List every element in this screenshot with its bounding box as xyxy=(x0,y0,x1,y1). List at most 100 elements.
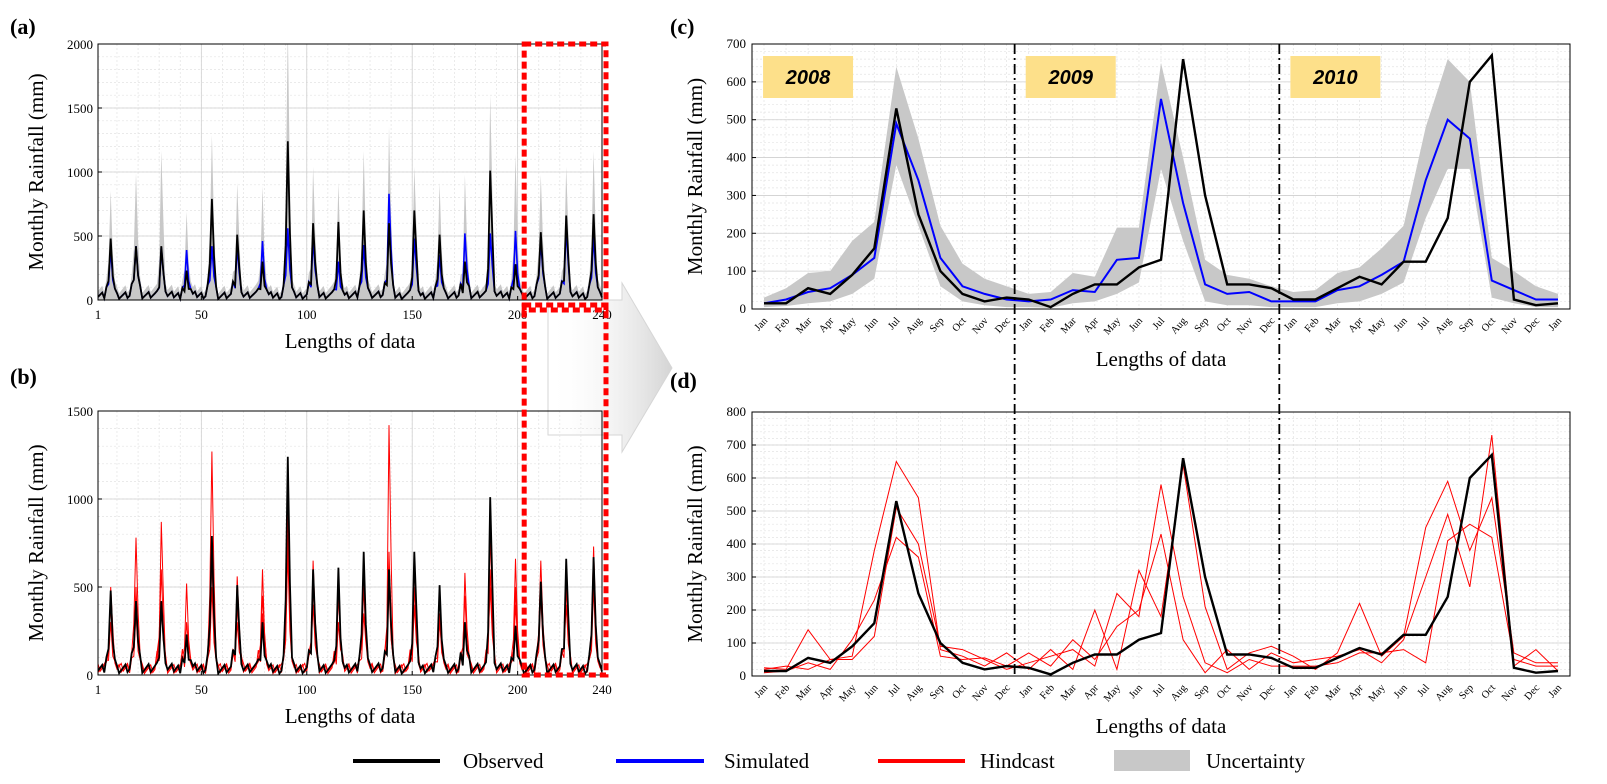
x-month-label: Dec xyxy=(993,315,1013,335)
y-tick-label: 1000 xyxy=(67,492,93,507)
x-month-label: May xyxy=(837,682,859,704)
x-month-label: Aug xyxy=(1434,315,1455,336)
observed-series xyxy=(98,141,603,302)
x-tick-label: 200 xyxy=(508,682,528,697)
x-month-label: Feb xyxy=(774,316,793,335)
x-month-label: Nov xyxy=(971,315,992,336)
year-badge-label: 2010 xyxy=(1312,67,1358,89)
x-month-label: Oct xyxy=(1215,316,1233,335)
x-month-label: Mar xyxy=(1059,682,1079,703)
y-tick-label: 700 xyxy=(727,36,747,51)
y-tick-label: 0 xyxy=(740,301,747,316)
x-axis-label: Lengths of data xyxy=(1096,347,1227,371)
x-axis-label: Lengths of data xyxy=(285,704,416,728)
year-badge-2009 xyxy=(1025,56,1116,98)
y-tick-label: 1000 xyxy=(67,165,93,180)
x-month-label: Apr xyxy=(1082,315,1101,335)
plot-frame xyxy=(751,43,1571,310)
x-month-label: Jan xyxy=(1017,682,1035,700)
legend-swatch-uncertainty xyxy=(1114,750,1190,771)
x-month-label: Aug xyxy=(1434,682,1455,703)
x-month-label: Feb xyxy=(774,683,793,702)
y-tick-label: 1500 xyxy=(67,404,93,419)
x-tick-label: 50 xyxy=(195,682,208,697)
hindcast-series-2 xyxy=(763,435,1559,674)
x-month-label: Feb xyxy=(1038,683,1057,702)
panel-label-d: (d) xyxy=(670,368,697,393)
x-month-label: Apr xyxy=(817,682,836,702)
y-tick-label: 0 xyxy=(740,668,747,683)
y-tick-label: 0 xyxy=(87,668,94,683)
x-month-label: Jan xyxy=(1282,682,1300,700)
year-badge-label: 2008 xyxy=(785,67,831,89)
x-month-label: Jul xyxy=(1416,316,1432,333)
y-tick-label: 500 xyxy=(727,112,747,127)
year-badge-2008 xyxy=(763,56,854,98)
x-month-label: Aug xyxy=(904,682,925,703)
x-month-label: Jun xyxy=(863,682,881,701)
plot-frame xyxy=(97,410,603,676)
y-tick-label: 400 xyxy=(727,150,747,165)
x-month-label: Feb xyxy=(1303,316,1322,335)
y-axis-label: Monthly Rainfall (mm) xyxy=(24,73,48,270)
x-tick-label: 1 xyxy=(95,307,102,322)
x-month-label: Apr xyxy=(1347,682,1366,702)
panel-label-a: (a) xyxy=(10,14,36,39)
x-month-label: Mar xyxy=(794,315,814,336)
hindcast-series-3 xyxy=(98,551,603,675)
x-month-label: Jan xyxy=(1017,315,1035,333)
x-tick-label: 50 xyxy=(195,307,208,322)
x-month-label: Aug xyxy=(1169,682,1190,703)
y-tick-label: 500 xyxy=(727,503,747,518)
x-month-label: Nov xyxy=(1235,682,1256,703)
x-month-label: Oct xyxy=(950,683,968,702)
x-tick-label: 150 xyxy=(402,682,422,697)
x-month-label: Mar xyxy=(1324,682,1344,703)
plot-area xyxy=(98,44,603,302)
x-month-label: Apr xyxy=(817,315,836,335)
observed-series xyxy=(98,456,603,675)
plot-area xyxy=(98,425,603,675)
x-month-label: Oct xyxy=(1215,683,1233,702)
x-month-label: Jun xyxy=(1392,315,1410,334)
observed-series xyxy=(764,52,1559,309)
x-month-label: Jul xyxy=(1151,683,1167,700)
x-tick-label: 100 xyxy=(297,682,317,697)
simulated-series xyxy=(763,98,1558,305)
x-month-label: Jan xyxy=(1282,315,1300,333)
x-month-label: May xyxy=(1367,682,1389,704)
x-month-label: Feb xyxy=(1038,316,1057,335)
plot-area xyxy=(763,52,1559,309)
y-tick-label: 800 xyxy=(727,404,747,419)
x-month-label: Jun xyxy=(863,315,881,334)
x-month-label: Jul xyxy=(886,316,902,333)
x-month-label: Mar xyxy=(1324,315,1344,336)
y-tick-label: 2000 xyxy=(67,37,93,52)
y-tick-label: 700 xyxy=(727,437,747,452)
panel-label-c: (c) xyxy=(670,14,694,39)
y-tick-label: 100 xyxy=(727,635,747,650)
x-month-label: Nov xyxy=(1500,682,1521,703)
x-month-label: Jul xyxy=(886,683,902,700)
x-month-label: Sep xyxy=(928,683,947,702)
x-month-label: Apr xyxy=(1347,315,1366,335)
legend: Observed Simulated Hindcast Uncertainty xyxy=(353,749,1306,773)
x-month-label: Sep xyxy=(1457,316,1476,335)
x-month-label: Aug xyxy=(1169,315,1190,336)
x-month-label: May xyxy=(1367,315,1389,337)
x-axis-label: Lengths of data xyxy=(285,329,416,353)
panel-label-b: (b) xyxy=(10,364,37,389)
x-month-label: May xyxy=(837,315,859,337)
y-tick-label: 600 xyxy=(727,74,747,89)
x-month-label: Mar xyxy=(1059,315,1079,336)
y-tick-label: 0 xyxy=(87,293,94,308)
x-month-label: Sep xyxy=(1457,683,1476,702)
y-tick-label: 300 xyxy=(727,569,747,584)
year-badge-label: 2009 xyxy=(1047,67,1093,89)
x-month-label: Dec xyxy=(1523,682,1543,702)
y-tick-label: 300 xyxy=(727,187,747,202)
x-month-label: Sep xyxy=(928,316,947,335)
